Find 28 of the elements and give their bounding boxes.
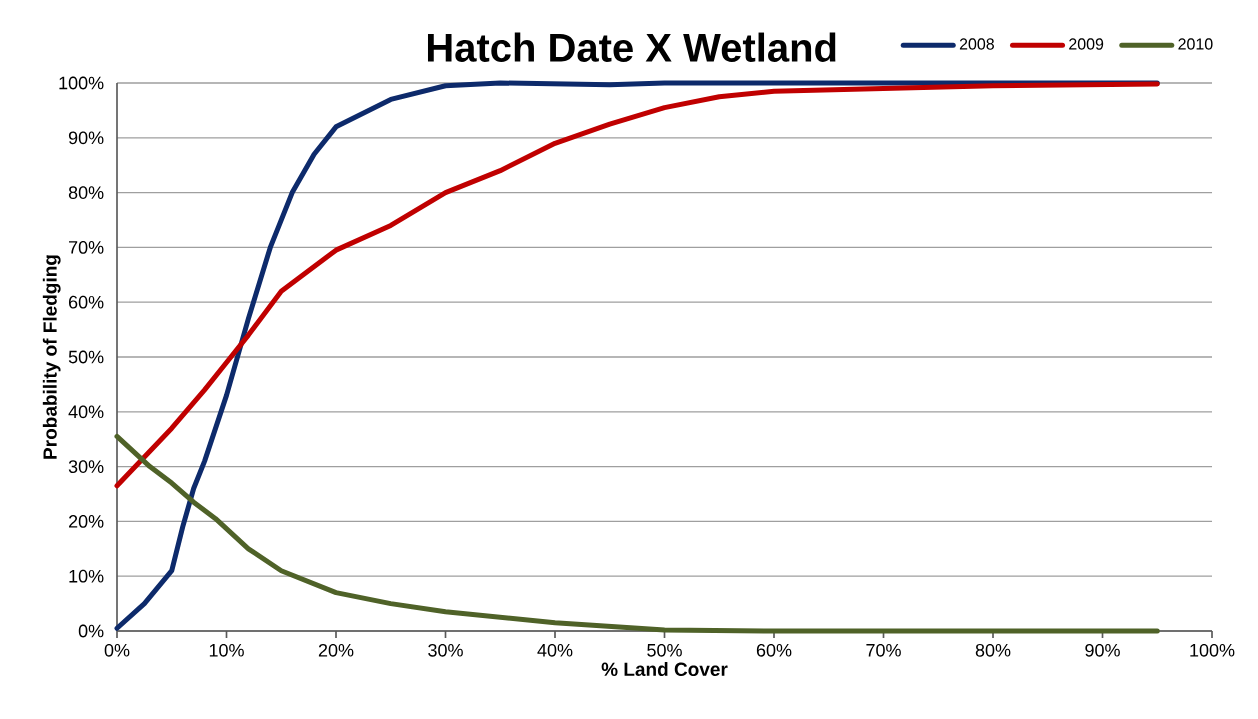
y-tick-label: 70%	[69, 241, 104, 254]
x-tick-label: 30%	[428, 643, 463, 657]
y-tick-label: 10%	[69, 569, 104, 583]
y-tick-label: 30%	[68, 460, 104, 473]
y-tick-label: 0%	[78, 624, 104, 638]
x-tick-label: 80%	[975, 643, 1011, 657]
y-tick-label: 60%	[69, 295, 104, 309]
y-tick-label: 50%	[68, 350, 104, 364]
chart-title: Hatch Date X Wetland	[427, 32, 836, 62]
legend-label: 2009	[1069, 38, 1104, 50]
x-tick-label: 70%	[866, 643, 901, 657]
x-tick-label: 100%	[1190, 643, 1235, 657]
legend-label: 2010	[1178, 38, 1213, 50]
x-tick-label: 50%	[647, 643, 682, 657]
x-tick-label: 90%	[1085, 643, 1120, 657]
x-tick-label: 0%	[104, 643, 130, 657]
x-axis-title: % Land Cover	[601, 662, 728, 677]
y-tick-label: 20%	[69, 515, 104, 528]
y-tick-label: 40%	[68, 405, 104, 419]
y-tick-label: 80%	[68, 186, 104, 199]
y-tick-label: 90%	[68, 131, 104, 145]
y-axis-title: Probability of Fledging	[42, 255, 61, 459]
x-tick-label: 40%	[537, 643, 573, 657]
x-tick-label: 20%	[318, 643, 354, 657]
x-tick-label: 60%	[756, 643, 792, 657]
x-tick-label: 10%	[209, 643, 244, 657]
y-tick-label: 100%	[59, 76, 104, 90]
legend-label: 2008	[959, 38, 994, 50]
